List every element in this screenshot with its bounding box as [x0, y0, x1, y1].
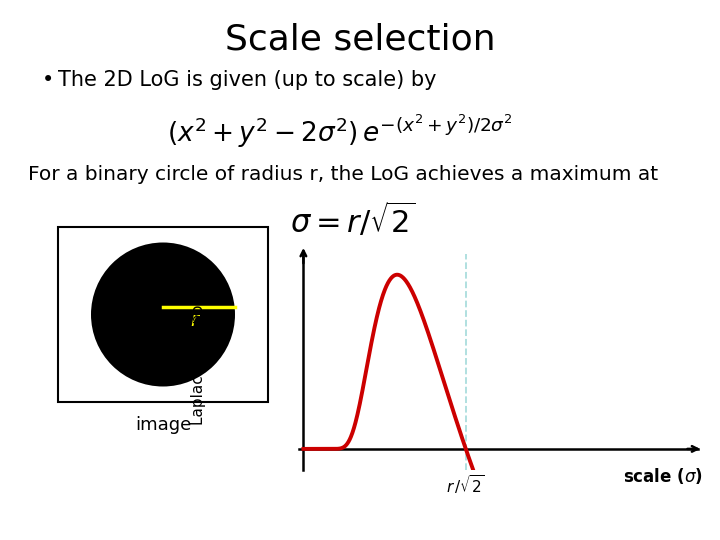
Text: Scale selection: Scale selection: [225, 22, 495, 56]
Text: For a binary circle of radius r, the LoG achieves a maximum at: For a binary circle of radius r, the LoG…: [28, 165, 658, 184]
Bar: [58, 227, 268, 402]
Text: $r$: $r$: [190, 312, 201, 330]
Text: $\sigma = r/\sqrt{2}$: $\sigma = r/\sqrt{2}$: [290, 200, 416, 239]
Text: $(x^2 + y^2 - 2\sigma^2)\,e^{-(x^2+y^2)/2\sigma^2}$: $(x^2 + y^2 - 2\sigma^2)\,e^{-(x^2+y^2)/…: [167, 112, 513, 150]
Text: image: image: [135, 416, 191, 434]
Text: Laplacian response: Laplacian response: [192, 277, 207, 425]
Text: $r\,/\sqrt{2}$: $r\,/\sqrt{2}$: [446, 473, 485, 496]
Text: scale ($\sigma$): scale ($\sigma$): [623, 467, 703, 487]
Text: The 2D LoG is given (up to scale) by: The 2D LoG is given (up to scale) by: [58, 70, 436, 90]
Text: •: •: [42, 70, 54, 90]
Ellipse shape: [91, 242, 235, 387]
